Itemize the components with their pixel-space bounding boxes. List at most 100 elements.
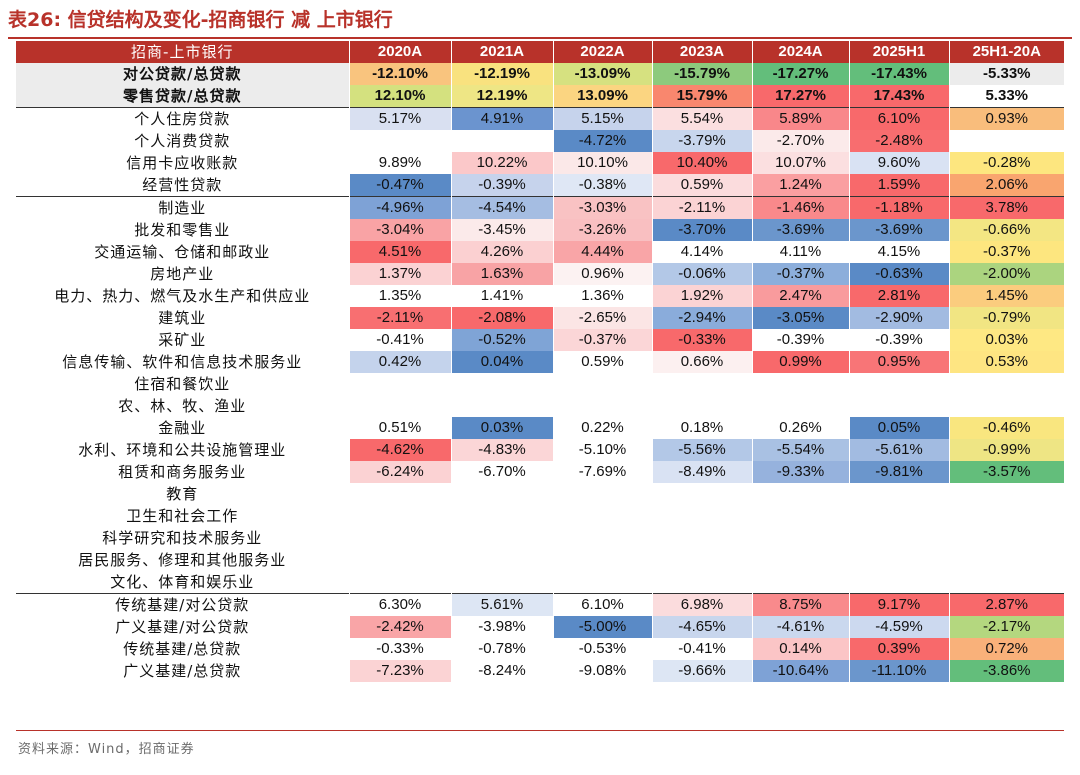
value-cell: -15.79% <box>651 63 752 85</box>
table-row: 信用卡应收账款 9.89% 10.22% 10.10% 10.40% 10.07% 9.60… <box>16 152 1064 174</box>
value-cell: -17.27% <box>751 63 849 85</box>
value-cell: 2.47% <box>751 285 849 307</box>
row-label: 广义基建/对公贷款 <box>115 618 250 636</box>
value-cell <box>948 505 1064 527</box>
value-cell <box>348 373 451 395</box>
value-cell <box>552 527 652 549</box>
value-cell: 12.10% <box>348 85 451 108</box>
value-cell: 3.78% <box>948 196 1064 219</box>
value-cell: 0.93% <box>948 107 1064 130</box>
value-cell: -0.06% <box>651 263 752 285</box>
value-cell: 5.15% <box>552 107 652 130</box>
value-cell <box>348 483 451 505</box>
value-cell: 0.59% <box>552 351 652 373</box>
value-cell: 0.95% <box>848 351 949 373</box>
value-cell: 5.54% <box>651 107 752 130</box>
source-note: 资料来源：Wind，招商证券 <box>18 742 195 757</box>
value-cell: -3.57% <box>948 461 1064 483</box>
header-column-2020a: 2020A <box>348 41 451 63</box>
loan-structure-table: 招商-上市银行 2020A 2021A 2022A 2023A 2024A 2025H1 25… <box>16 41 1064 682</box>
value-cell: 9.89% <box>348 152 451 174</box>
value-cell: -7.69% <box>552 461 652 483</box>
value-cell: -4.54% <box>450 196 553 219</box>
header-row: 招商-上市银行 2020A 2021A 2022A 2023A 2024A 2025H1 25… <box>16 41 1064 63</box>
row-label: 金融业 <box>158 419 207 437</box>
value-cell: -13.09% <box>552 63 652 85</box>
row-label: 对公贷款/总贷款 <box>16 63 349 85</box>
value-cell: -2.94% <box>651 307 752 329</box>
value-cell <box>348 571 451 594</box>
value-cell <box>848 373 949 395</box>
value-cell: 4.26% <box>450 241 553 263</box>
value-cell: -5.61% <box>848 439 949 461</box>
value-cell: -0.47% <box>348 174 451 197</box>
value-cell <box>751 395 849 417</box>
value-cell: -3.79% <box>651 130 752 152</box>
value-cell: -0.38% <box>552 174 652 197</box>
value-cell: -2.90% <box>848 307 949 329</box>
value-cell <box>848 483 949 505</box>
value-cell: 5.61% <box>450 593 553 616</box>
value-cell <box>348 505 451 527</box>
table-body: 对公贷款/总贷款 -12.10% -12.19% -13.09% -15.79% -17.… <box>16 63 1064 682</box>
value-cell: -2.11% <box>348 307 451 329</box>
value-cell: -0.39% <box>450 174 553 197</box>
table-row: 科学研究和技术服务业 <box>16 527 1064 549</box>
value-cell: 0.39% <box>848 638 949 660</box>
table-title: 表26: 信贷结构及变化-招商银行 减 上市银行 <box>8 9 393 31</box>
value-cell <box>948 571 1064 594</box>
value-cell <box>948 373 1064 395</box>
value-cell: -2.42% <box>348 616 451 638</box>
value-cell: -0.66% <box>948 219 1064 241</box>
value-cell: -9.81% <box>848 461 949 483</box>
value-cell: 0.26% <box>751 417 849 439</box>
table-row: 建筑业 -2.11% -2.08% -2.65% -2.94% -3.05% -2.90% -… <box>16 307 1064 329</box>
value-cell: -0.37% <box>751 263 849 285</box>
table-row: 批发和零售业 -3.04% -3.45% -3.26% -3.70% -3.69% -3.6… <box>16 219 1064 241</box>
row-label: 个人住房贷款 <box>16 107 349 130</box>
row-label: 制造业 <box>16 196 349 219</box>
value-cell: -3.05% <box>751 307 849 329</box>
row-label: 广义基建/总贷款 <box>123 662 242 680</box>
value-cell: 0.22% <box>552 417 652 439</box>
value-cell: 15.79% <box>651 85 752 108</box>
table-row: 零售贷款/总贷款 12.10% 12.19% 13.09% 15.79% 17.27% 17… <box>16 85 1064 108</box>
value-cell <box>848 549 949 571</box>
table-row: 房地产业 1.37% 1.63% 0.96% -0.06% -0.37% -0.63% -2.… <box>16 263 1064 285</box>
value-cell: -0.41% <box>348 329 451 351</box>
value-cell <box>651 395 752 417</box>
value-cell: -3.70% <box>651 219 752 241</box>
table-row: 制造业 -4.96% -4.54% -3.03% -2.11% -1.46% -1.18% 3… <box>16 196 1064 219</box>
title-divider <box>8 37 1072 39</box>
value-cell <box>848 571 949 594</box>
value-cell: 1.92% <box>651 285 752 307</box>
value-cell <box>948 483 1064 505</box>
value-cell: -0.46% <box>948 417 1064 439</box>
row-label: 水利、环境和公共设施管理业 <box>78 441 287 459</box>
value-cell: -0.78% <box>450 638 553 660</box>
table-row: 居民服务、修理和其他服务业 <box>16 549 1064 571</box>
value-cell: 9.17% <box>848 593 949 616</box>
value-cell <box>848 527 949 549</box>
row-label: 经营性贷款 <box>142 176 223 194</box>
value-cell <box>348 527 451 549</box>
value-cell: -4.83% <box>450 439 553 461</box>
table-row: 租赁和商务服务业 -6.24% -6.70% -7.69% -8.49% -9.33% -9… <box>16 461 1064 483</box>
value-cell: 6.30% <box>348 593 451 616</box>
value-cell: 4.15% <box>848 241 949 263</box>
value-cell: 2.06% <box>948 174 1064 197</box>
value-cell: -3.03% <box>552 196 652 219</box>
table-row: 住宿和餐饮业 <box>16 373 1064 395</box>
value-cell: 1.37% <box>348 263 451 285</box>
table-row: 传统基建/总贷款 -0.33% -0.78% -0.53% -0.41% 0.14% 0.3… <box>16 638 1064 660</box>
value-cell: -1.46% <box>751 196 849 219</box>
value-cell: 10.07% <box>751 152 849 174</box>
value-cell <box>948 549 1064 571</box>
value-cell: 17.43% <box>848 85 949 108</box>
row-label: 信用卡应收账款 <box>126 154 239 172</box>
table-row: 采矿业 -0.41% -0.52% -0.37% -0.33% -0.39% -0.39% 0… <box>16 329 1064 351</box>
value-cell: -8.24% <box>450 660 553 682</box>
value-cell <box>450 373 553 395</box>
value-cell: 0.18% <box>651 417 752 439</box>
row-label: 个人消费贷款 <box>134 132 231 150</box>
